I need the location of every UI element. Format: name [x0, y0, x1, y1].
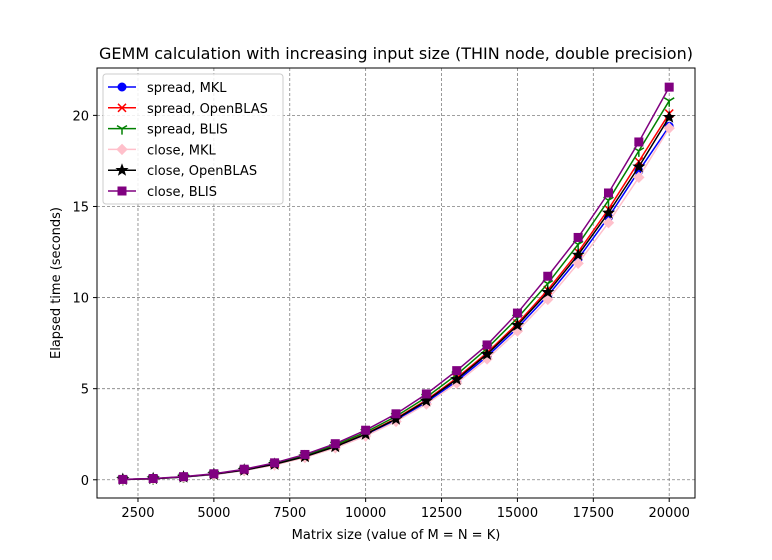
data-point: [510, 318, 525, 331]
legend-marker: [116, 143, 128, 156]
data-point: [452, 366, 462, 376]
data-point: [239, 464, 249, 474]
legend-entry: spread, OpenBLAS: [108, 102, 268, 117]
legend-marker: [117, 103, 127, 113]
legend-box: [102, 73, 284, 205]
data-point: [633, 171, 645, 184]
y-axis-label: Elapsed time (seconds): [49, 207, 64, 359]
chart-title: GEMM calculation with increasing input s…: [99, 44, 693, 63]
x-tick-label: 17500: [573, 506, 614, 521]
legend-label: close, BLIS: [147, 185, 217, 200]
x-tick-label: 20000: [649, 506, 690, 521]
x-tick-label: 5000: [197, 506, 230, 521]
legend-marker: [115, 163, 129, 176]
legend-entry: close, MKL: [108, 143, 216, 158]
data-point: [601, 205, 616, 219]
data-point: [361, 425, 371, 435]
data-point: [662, 110, 676, 123]
x-tick-label: 12500: [421, 506, 462, 521]
data-point: [179, 472, 189, 482]
legend-label: spread, BLIS: [147, 123, 228, 138]
legend-label: close, OpenBLAS: [147, 164, 257, 179]
data-point: [542, 293, 554, 306]
x-tick-label: 10000: [345, 506, 386, 521]
legend-label: spread, MKL: [147, 81, 227, 96]
legend-entry: close, BLIS: [108, 185, 217, 200]
data-point: [421, 389, 431, 399]
data-point: [543, 271, 553, 281]
legend-marker: [116, 124, 128, 135]
data-point: [480, 347, 494, 360]
series-lines: [116, 82, 676, 486]
data-point: [634, 137, 644, 147]
legend-entry: spread, BLIS: [108, 123, 228, 138]
x-axis-ticks: 2500 5000 7500 10000 12500 15000 17500 20000: [121, 498, 690, 521]
y-tick-label: 20: [72, 109, 89, 124]
legend-label: spread, OpenBLAS: [147, 102, 268, 117]
data-point: [391, 409, 401, 419]
y-tick-label: 5: [81, 383, 89, 398]
x-axis-label: Matrix size (value of M = N = K): [292, 528, 501, 543]
data-point: [663, 122, 675, 134]
data-point: [270, 458, 280, 468]
data-point: [209, 469, 219, 479]
data-point: [541, 285, 555, 298]
data-point: [419, 393, 433, 407]
data-point: [330, 439, 340, 449]
plot-frame: [96, 67, 696, 499]
data-point: [632, 159, 646, 173]
series-5: [118, 82, 674, 484]
data-point: [664, 82, 674, 92]
x-tick-label: 15000: [497, 506, 538, 521]
x-tick-label: 7500: [273, 506, 306, 521]
y-tick-label: 0: [81, 474, 89, 489]
y-tick-label: 15: [72, 200, 89, 215]
data-point: [300, 449, 310, 459]
data-point: [663, 97, 675, 107]
data-point: [572, 257, 584, 270]
legend: spread, MKL spread, OpenBLAS spread, BLIS c…: [102, 73, 284, 205]
y-axis-ticks: 0 5 10 15 20: [72, 109, 97, 489]
data-point: [512, 308, 522, 318]
data-point: [482, 340, 492, 350]
y-tick-label: 10: [72, 292, 89, 307]
x-tick-label: 2500: [121, 506, 154, 521]
data-point: [603, 188, 613, 198]
data-point: [148, 474, 158, 484]
legend-entry: close, OpenBLAS: [108, 163, 257, 179]
data-point: [602, 216, 615, 229]
data-point: [450, 372, 464, 386]
legend-marker: [117, 186, 127, 196]
data-point: [571, 248, 585, 261]
legend-entry: spread, MKL: [108, 81, 227, 96]
legend-marker: [117, 82, 127, 92]
data-point: [118, 474, 128, 484]
legend-label: close, MKL: [147, 143, 216, 158]
data-point: [573, 232, 583, 242]
